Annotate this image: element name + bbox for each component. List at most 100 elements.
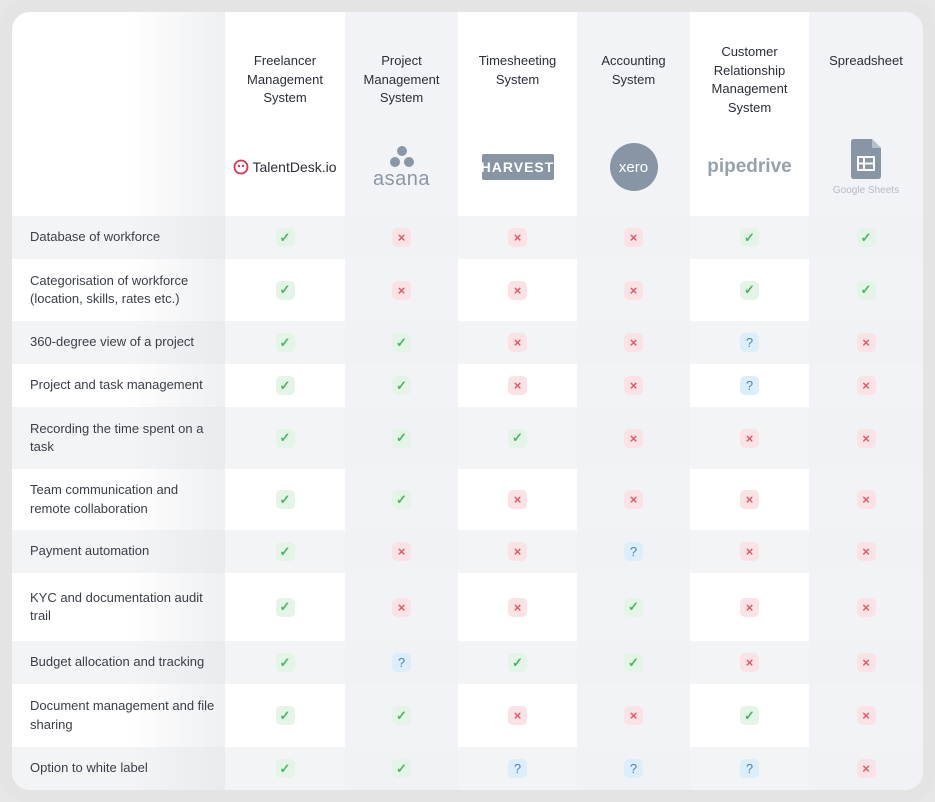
check-icon: ✓ bbox=[740, 706, 759, 725]
check-icon: ✓ bbox=[275, 490, 295, 509]
column-band bbox=[577, 12, 690, 790]
question-icon: ? bbox=[740, 759, 759, 778]
check-icon: ✓ bbox=[275, 597, 295, 617]
pipedrive-logo: pipedrive bbox=[705, 155, 795, 179]
row-label: Categorisation of workforce (location, s… bbox=[30, 272, 189, 307]
check-icon: ✓ bbox=[624, 653, 643, 672]
check-icon: ✓ bbox=[275, 333, 295, 352]
check-icon: ✓ bbox=[856, 280, 876, 300]
cross-icon: × bbox=[856, 759, 876, 778]
google-sheets-logo-text: Google Sheets bbox=[832, 184, 900, 196]
xero-logo: xero bbox=[609, 143, 658, 191]
check-icon: ✓ bbox=[275, 542, 295, 561]
cross-icon: × bbox=[624, 376, 643, 395]
google-sheets-icon bbox=[851, 138, 881, 179]
column-header: Freelancer Management System bbox=[247, 53, 323, 105]
row-label: Budget allocation and tracking bbox=[30, 654, 205, 670]
asana-logo: asana bbox=[367, 144, 437, 190]
cross-icon: × bbox=[508, 228, 527, 247]
row-label: Payment automation bbox=[30, 543, 150, 559]
cross-icon: × bbox=[624, 280, 643, 300]
check-icon: ✓ bbox=[508, 653, 527, 672]
check-icon: ✓ bbox=[275, 428, 295, 448]
row-label: Option to white label bbox=[30, 760, 148, 776]
label-column bbox=[12, 12, 225, 790]
check-icon: ✓ bbox=[275, 280, 295, 300]
column-header: Project Management System bbox=[363, 53, 440, 105]
cross-icon: × bbox=[856, 597, 876, 617]
cross-icon: × bbox=[856, 490, 876, 509]
xero-logo-text: xero bbox=[618, 158, 649, 176]
check-icon: ✓ bbox=[392, 759, 411, 778]
row-label: Project and task management bbox=[30, 377, 203, 393]
question-icon: ? bbox=[624, 542, 643, 561]
cross-icon: × bbox=[508, 376, 527, 395]
cross-icon: × bbox=[740, 653, 759, 672]
cross-icon: × bbox=[392, 542, 411, 561]
cross-icon: × bbox=[856, 428, 876, 448]
cross-icon: × bbox=[392, 597, 411, 617]
check-icon: ✓ bbox=[856, 228, 876, 247]
question-icon: ? bbox=[740, 376, 759, 395]
column-band bbox=[690, 12, 809, 790]
check-icon: ✓ bbox=[392, 376, 411, 395]
cross-icon: × bbox=[508, 280, 527, 300]
cross-icon: × bbox=[624, 706, 643, 725]
check-icon: ✓ bbox=[392, 490, 411, 509]
question-icon: ? bbox=[740, 333, 759, 352]
column-band bbox=[809, 12, 923, 790]
column-header: Customer Relationship Management System bbox=[711, 44, 788, 115]
check-icon: ✓ bbox=[740, 280, 759, 300]
cross-icon: × bbox=[624, 333, 643, 352]
column-band bbox=[345, 12, 458, 790]
pipedrive-logo-text: pipedrive bbox=[707, 156, 792, 177]
row-label: Database of workforce bbox=[30, 229, 161, 245]
check-icon: ✓ bbox=[275, 759, 295, 778]
cross-icon: × bbox=[624, 490, 643, 509]
check-icon: ✓ bbox=[392, 706, 411, 725]
cross-icon: × bbox=[624, 228, 643, 247]
cross-icon: × bbox=[856, 706, 876, 725]
column-header: Spreadsheet bbox=[829, 53, 903, 68]
cross-icon: × bbox=[508, 542, 527, 561]
check-icon: ✓ bbox=[275, 706, 295, 725]
cross-icon: × bbox=[856, 542, 876, 561]
row-label: KYC and documentation audit trail bbox=[30, 589, 203, 624]
question-icon: ? bbox=[508, 759, 527, 778]
check-icon: ✓ bbox=[392, 428, 411, 448]
column-band bbox=[458, 12, 577, 790]
row-label: Team communication and remote collaborat… bbox=[30, 482, 179, 516]
talentdesk-logo-text: TalentDesk.io bbox=[252, 159, 337, 175]
question-icon: ? bbox=[624, 759, 643, 778]
cross-icon: × bbox=[508, 597, 527, 617]
check-icon: ✓ bbox=[740, 228, 759, 247]
question-icon: ? bbox=[392, 653, 411, 672]
check-icon: ✓ bbox=[392, 333, 411, 352]
check-icon: ✓ bbox=[624, 597, 643, 617]
cross-icon: × bbox=[740, 428, 759, 448]
talentdesk-logo: TalentDesk.io bbox=[233, 156, 337, 178]
check-icon: ✓ bbox=[275, 376, 295, 395]
column-header: Accounting System bbox=[601, 53, 666, 87]
cross-icon: × bbox=[740, 542, 759, 561]
google-sheets-logo: Google Sheets bbox=[826, 137, 906, 197]
column-band bbox=[225, 12, 345, 790]
cross-icon: × bbox=[856, 376, 876, 395]
cross-icon: × bbox=[392, 228, 411, 247]
comparison-table: Freelancer Management System Project Mana… bbox=[12, 12, 923, 790]
row-label: Recording the time spent on a task bbox=[30, 420, 204, 455]
harvest-logo: HARVEST bbox=[480, 154, 555, 180]
check-icon: ✓ bbox=[508, 428, 527, 448]
cross-icon: × bbox=[508, 490, 527, 509]
cross-icon: × bbox=[392, 280, 411, 300]
cross-icon: × bbox=[856, 333, 876, 352]
column-header: Timesheeting System bbox=[478, 53, 557, 87]
check-icon: ✓ bbox=[275, 228, 295, 247]
talentdesk-icon bbox=[234, 159, 249, 175]
cross-icon: × bbox=[508, 706, 527, 725]
harvest-logo-text: HARVEST bbox=[480, 159, 555, 175]
cross-icon: × bbox=[856, 653, 876, 672]
row-label: 360-degree view of a project bbox=[30, 334, 195, 350]
check-icon: ✓ bbox=[275, 653, 295, 672]
cross-icon: × bbox=[740, 490, 759, 509]
